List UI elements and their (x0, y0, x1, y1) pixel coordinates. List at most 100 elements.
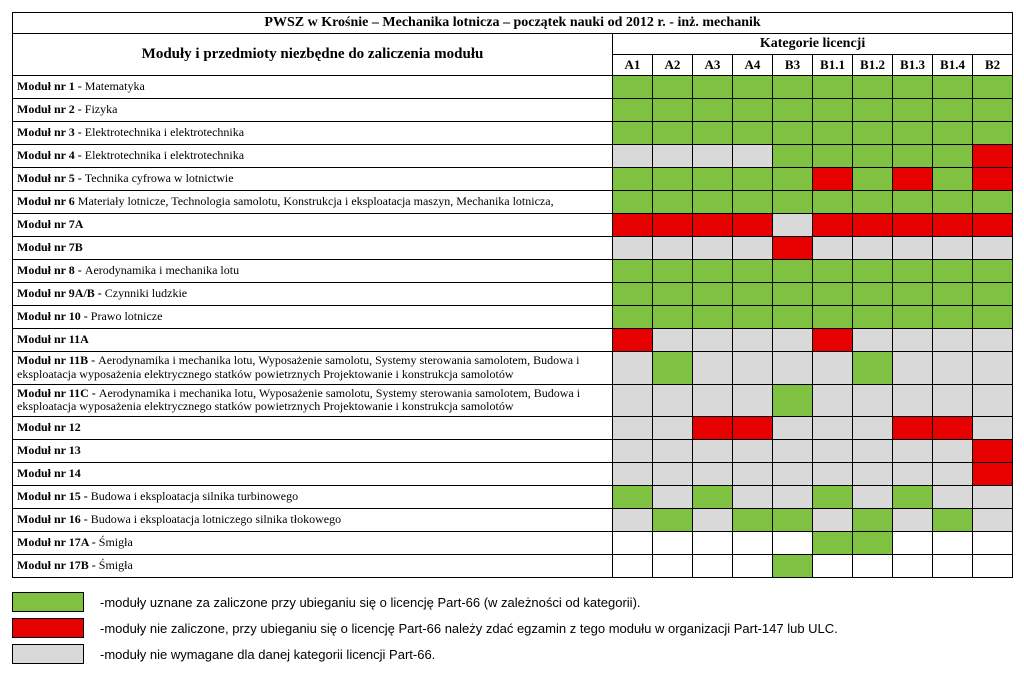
table-row: Moduł nr 17A - Śmigła (13, 532, 1013, 555)
status-cell (933, 509, 973, 532)
table-row: Moduł nr 7A (13, 214, 1013, 237)
status-cell (853, 168, 893, 191)
status-cell (893, 352, 933, 385)
status-cell (693, 417, 733, 440)
module-name-cell: Moduł nr 16 - Budowa i eksploatacja lotn… (13, 509, 613, 532)
module-prefix: Moduł nr 4 - (17, 148, 85, 162)
status-cell (653, 555, 693, 578)
status-cell (893, 191, 933, 214)
status-cell (973, 76, 1013, 99)
status-cell (813, 145, 853, 168)
category-header: A2 (653, 55, 693, 76)
status-cell (893, 168, 933, 191)
status-cell (813, 509, 853, 532)
status-cell (773, 214, 813, 237)
module-description: Aerodynamika i mechanika lotu (85, 263, 239, 277)
status-cell (853, 99, 893, 122)
status-cell (933, 237, 973, 260)
status-cell (693, 260, 733, 283)
status-cell (973, 306, 1013, 329)
status-cell (613, 168, 653, 191)
table-row: Moduł nr 3 - Elektrotechnika i elektrote… (13, 122, 1013, 145)
status-cell (653, 214, 693, 237)
status-cell (933, 440, 973, 463)
status-cell (693, 532, 733, 555)
status-cell (853, 440, 893, 463)
status-cell (893, 306, 933, 329)
category-header: B3 (773, 55, 813, 76)
status-cell (613, 329, 653, 352)
status-cell (693, 352, 733, 385)
module-description: Prawo lotnicze (91, 309, 163, 323)
table-row: Moduł nr 12 (13, 417, 1013, 440)
status-cell (853, 463, 893, 486)
status-cell (773, 237, 813, 260)
module-prefix: Moduł nr 1 - (17, 79, 85, 93)
status-cell (853, 384, 893, 417)
status-cell (733, 283, 773, 306)
status-cell (853, 352, 893, 385)
status-cell (933, 384, 973, 417)
status-cell (653, 99, 693, 122)
status-cell (973, 260, 1013, 283)
status-cell (933, 260, 973, 283)
status-cell (693, 99, 733, 122)
status-cell (813, 214, 853, 237)
status-cell (973, 237, 1013, 260)
status-cell (893, 329, 933, 352)
status-cell (853, 214, 893, 237)
module-description: Elektrotechnika i elektrotechnika (85, 125, 244, 139)
status-cell (893, 440, 933, 463)
status-cell (813, 260, 853, 283)
legend-row: - moduły nie wymagane dla danej kategori… (12, 644, 1012, 664)
module-name-cell: Moduł nr 11A (13, 329, 613, 352)
status-cell (933, 532, 973, 555)
module-name-cell: Moduł nr 2 - Fizyka (13, 99, 613, 122)
table-row: Moduł nr 2 - Fizyka (13, 99, 1013, 122)
status-cell (933, 283, 973, 306)
category-header: A4 (733, 55, 773, 76)
status-cell (933, 99, 973, 122)
table-row: Moduł nr 17B - Śmigła (13, 555, 1013, 578)
status-cell (613, 486, 653, 509)
module-prefix: Moduł nr 12 (17, 420, 81, 434)
status-cell (853, 486, 893, 509)
status-cell (973, 214, 1013, 237)
module-name-cell: Moduł nr 7A (13, 214, 613, 237)
status-cell (733, 214, 773, 237)
status-cell (893, 463, 933, 486)
module-prefix: Moduł nr 2 - (17, 102, 85, 116)
module-name-cell: Moduł nr 8 - Aerodynamika i mechanika lo… (13, 260, 613, 283)
table-row: Moduł nr 16 - Budowa i eksploatacja lotn… (13, 509, 1013, 532)
status-cell (693, 283, 733, 306)
module-prefix: Moduł nr 11A (17, 332, 89, 346)
status-cell (893, 122, 933, 145)
status-cell (933, 486, 973, 509)
status-cell (893, 486, 933, 509)
status-cell (933, 417, 973, 440)
status-cell (813, 122, 853, 145)
module-description: Technika cyfrowa w lotnictwie (85, 171, 234, 185)
table-row: Moduł nr 9A/B - Czynniki ludzkie (13, 283, 1013, 306)
module-prefix: Moduł nr 13 (17, 443, 81, 457)
legend-text: moduły nie zaliczone, przy ubieganiu się… (104, 621, 837, 636)
status-cell (733, 76, 773, 99)
module-name-cell: Moduł nr 5 - Technika cyfrowa w lotnictw… (13, 168, 613, 191)
module-prefix: Moduł nr 6 (17, 194, 78, 208)
status-cell (773, 306, 813, 329)
status-cell (893, 76, 933, 99)
status-cell (653, 76, 693, 99)
status-cell (973, 122, 1013, 145)
status-cell (933, 352, 973, 385)
table-row: Moduł nr 13 (13, 440, 1013, 463)
status-cell (853, 122, 893, 145)
module-description: Materiały lotnicze, Technologia samolotu… (78, 194, 554, 208)
status-cell (693, 463, 733, 486)
status-cell (773, 329, 813, 352)
status-cell (813, 440, 853, 463)
module-description: Czynniki ludzkie (105, 286, 187, 300)
module-prefix: Moduł nr 11C - (17, 386, 99, 400)
status-cell (813, 532, 853, 555)
legend-text: moduły nie wymagane dla danej kategorii … (104, 647, 435, 662)
status-cell (973, 486, 1013, 509)
